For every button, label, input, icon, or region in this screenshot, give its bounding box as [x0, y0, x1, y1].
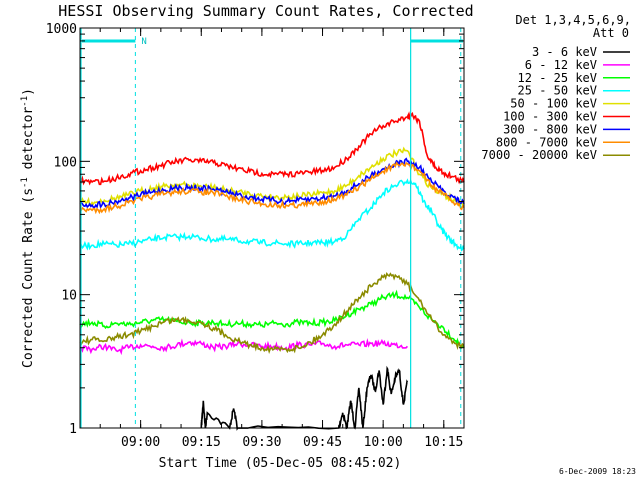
series-line-2: [79, 289, 465, 348]
x-tick-label: 09:30: [242, 435, 281, 450]
legend-header-line-1: Det 1,3,4,5,6,9,: [515, 13, 631, 27]
chart-title: HESSI Observing Summary Count Rates, Cor…: [58, 2, 473, 20]
x-tick-label: 09:15: [182, 435, 221, 450]
legend-entry-label-1: 6 - 12 keV: [525, 58, 597, 72]
legend-entry-label-2: 12 - 25 keV: [518, 71, 597, 85]
y-tick-label: 1: [69, 422, 77, 437]
legend-entry-label-6: 300 - 800 keV: [503, 122, 597, 136]
series-line-3: [79, 178, 465, 252]
series-line-1: [79, 338, 409, 356]
legend-entry-label-0: 3 - 6 keV: [532, 45, 597, 59]
plot-area: N: [79, 28, 465, 431]
series-line-8: [79, 271, 465, 354]
y-tick-label: 1000: [46, 22, 77, 37]
legend-header-line-2: Att 0: [593, 26, 629, 40]
legend-entry-label-8: 7000 - 20000 keV: [481, 148, 597, 162]
y-tick-label: 10: [61, 289, 77, 304]
plot-frame: [79, 27, 465, 429]
y-tick-label: 100: [54, 155, 77, 170]
x-tick-label: 09:00: [121, 435, 160, 450]
timestamp: 6-Dec-2009 18:23: [559, 467, 636, 476]
legend-entry-label-4: 50 - 100 keV: [510, 97, 597, 111]
x-axis-label: Start Time (05-Dec-05 08:45:02): [159, 456, 402, 471]
night-marker-label: N: [141, 37, 146, 47]
y-axis-label: Corrected Count Rate (s-1 detector-1): [20, 88, 36, 368]
x-tick-label: 10:00: [364, 435, 403, 450]
series-line-7: [79, 161, 465, 215]
legend-entry-label-3: 25 - 50 keV: [518, 84, 597, 98]
legend-entry-label-7: 800 - 7000 keV: [496, 135, 597, 149]
axes: 09:00 09:15 09:30 09:45 10:00 10:15 1 10 100 1000: [46, 22, 465, 450]
x-tick-label: 09:45: [303, 435, 342, 450]
legend-entry-label-5: 100 - 300 keV: [503, 110, 597, 124]
series-line-5: [79, 111, 465, 186]
x-tick-label: 10:15: [424, 435, 463, 450]
